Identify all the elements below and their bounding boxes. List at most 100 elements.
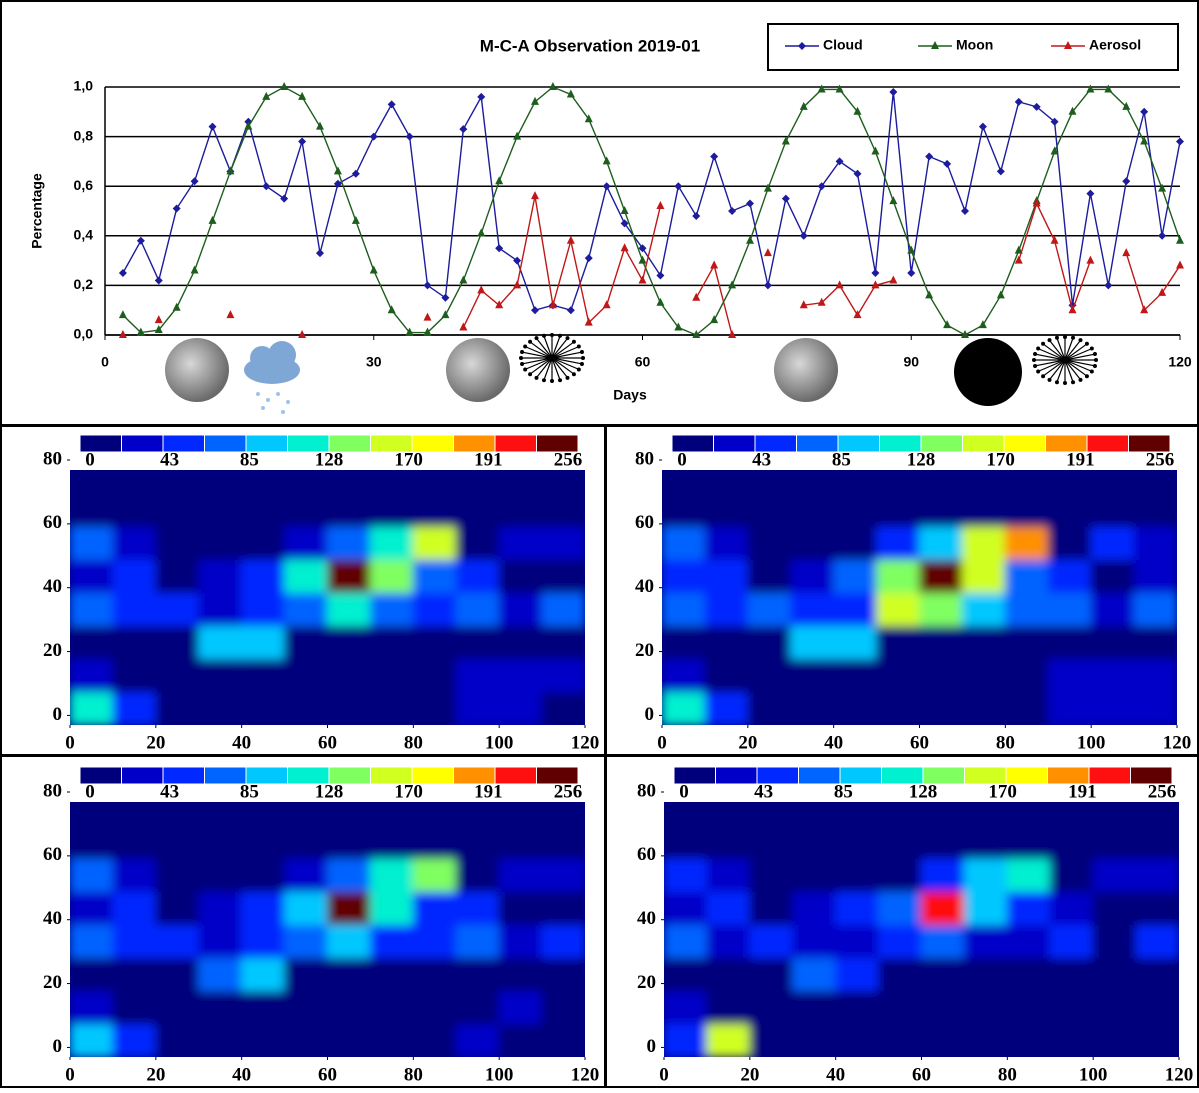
x-tick-label: 0 [101,354,109,370]
heat-cell [1049,857,1094,892]
x-tick-label: 60 [912,1064,931,1085]
point [656,271,665,280]
heat-cell [541,890,585,925]
point [280,82,289,90]
heat-cell [1135,857,1179,892]
heat-cell [1090,592,1135,627]
colorbar-cell [1130,766,1173,785]
point [298,137,307,146]
point [996,290,1005,299]
point [978,122,987,131]
heat-cell [1006,824,1051,859]
heat-cell [1004,558,1049,593]
heat-cell [327,658,371,693]
colorbar-tick-label: 85 [240,781,259,802]
x-tick-label: 40 [824,732,843,753]
y-tick-label: 80 [635,448,654,469]
heat-cell [876,492,920,527]
heat-cell [1049,990,1094,1025]
x-tick-label: 80 [996,732,1015,753]
heat-cell [198,924,243,959]
heat-cell [961,492,1006,527]
heat-cell [455,857,500,892]
heat-cell [747,592,792,627]
heat-cell [1090,525,1135,560]
point [1014,255,1023,264]
heat-cell [369,492,414,527]
point [584,254,593,263]
heat-cell [155,525,200,560]
y-tick-label: 0 [647,1036,657,1057]
ray [551,341,574,359]
point [154,315,163,324]
ray [530,341,553,359]
point [763,281,772,290]
heat-cell [155,990,200,1025]
ray-dot [1041,341,1046,346]
heat-cell [833,558,878,593]
legend-box [767,23,1179,71]
point [298,91,307,100]
heat-cell [369,824,414,859]
point [566,306,575,315]
heat-cell [455,492,500,527]
heat-cell [749,890,794,925]
heat-cell [1090,691,1135,725]
point [943,320,952,329]
x-tick-label: 0 [65,732,75,753]
point [1032,198,1041,207]
point [1122,177,1131,186]
ray [536,338,553,359]
heat-cell [1135,824,1179,859]
point [781,136,790,145]
heat-cell [284,592,328,627]
y-tick-label: 20 [43,640,62,661]
heat-cell [1049,1023,1094,1057]
ray-dot [1054,335,1059,340]
heat-cell [327,691,371,725]
point [172,204,181,213]
colorbar-cell [1128,434,1171,453]
ray [1064,359,1095,367]
ray-dot [1033,352,1038,357]
y-tick-label: 0,8 [74,127,94,143]
y-tick-label: 0,4 [74,227,94,243]
point [961,330,969,338]
colorbar-label-band [70,784,585,802]
heat-cell [369,525,414,560]
heat-cell [241,525,286,560]
heat-cell [541,492,585,527]
heat-cell [498,957,543,992]
heat-cell [327,492,371,527]
heat-cell [369,1023,414,1057]
heat-cell [1133,492,1177,527]
heat-cell [833,592,878,627]
heat-cell [327,924,371,959]
point [154,325,163,334]
point [1050,117,1059,126]
heat-cell [664,857,708,892]
x-tick-label: 20 [740,1064,759,1085]
heat-cell [284,957,328,992]
heat-cell [919,625,963,660]
heat-cell [112,990,157,1025]
colorbar-tick-label: 191 [1068,781,1097,802]
y-tick-label: 60 [43,844,62,865]
heat-cell [706,990,751,1025]
point [835,84,844,93]
heat-cell [198,890,243,925]
heat-cell [112,592,157,627]
ray [1064,359,1092,372]
heat-cell [706,890,751,925]
heat-cell [327,957,371,992]
heat-cell [1092,857,1137,892]
ray-dot [576,367,581,372]
heat-cell [790,658,835,693]
point [889,275,898,284]
point [531,191,539,200]
ray-dot [528,339,533,344]
heat-cell [455,691,500,725]
x-tick-label: 100 [485,1064,514,1085]
colorbar-tick-label: 128 [907,449,936,470]
series-line [122,91,1181,312]
